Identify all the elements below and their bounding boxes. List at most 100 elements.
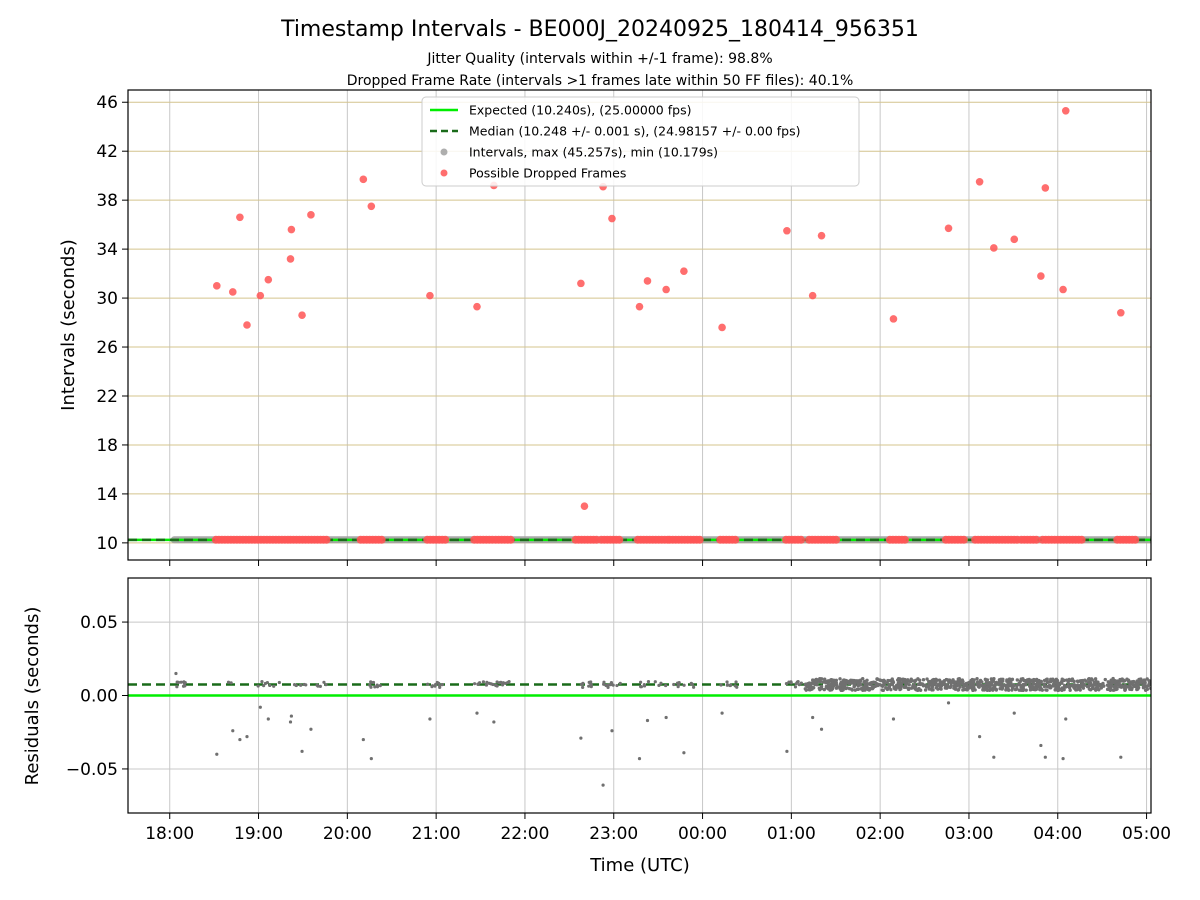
residual-dense-point [899,687,903,691]
dropped-baseline-dot-5 [506,535,515,544]
residual-dense-point [1115,687,1119,691]
residual-dense-point [972,678,976,682]
residual-dense-point [899,683,904,688]
residual-point [426,682,430,686]
residual-outlier-23 [720,711,724,715]
residual-outlier-32 [1039,743,1043,748]
residual-dense-point [1015,686,1019,691]
residual-outlier-17 [601,783,605,787]
residual-outlier-11 [361,737,365,742]
residual-dense-point [830,686,835,690]
residual-dense-point [1045,680,1050,684]
residual-dense-point [1128,682,1132,686]
bottom-xtick-label-4: 22:00 [500,824,549,844]
residual-point [689,682,694,686]
residual-dense-point [816,678,820,682]
residual-dense-point [834,683,839,687]
residual-dense-point [838,677,842,681]
residual-point [256,684,260,688]
dropped-baseline-dot-12 [832,535,841,544]
residual-dense-point [923,688,928,692]
residual-dense-point [1045,677,1049,681]
dropped-frame-point-21 [662,285,670,294]
residual-point [725,680,729,684]
residual-outlier-29 [978,735,982,739]
residual-dense-point [1055,681,1060,686]
dropped-frame-point-6 [286,255,295,263]
dropped-baseline-dot-7 [615,535,624,544]
residual-point [437,681,441,685]
residual-dense-point [960,681,965,686]
residual-dense-point [812,680,816,685]
residual-dense-point [1119,679,1123,683]
residual-dense-point [909,686,914,690]
legend-swatch-2 [440,148,448,156]
residual-dense-point [1049,686,1053,690]
residual-dense-point [817,686,822,690]
residual-dense-point [822,687,827,692]
residual-dense-point [947,680,951,684]
dropped-baseline-dot-14 [959,535,968,544]
residual-outlier-33 [1043,755,1047,759]
residual-dense-point [998,686,1002,691]
residual-dense-point [1054,677,1059,682]
residual-point [609,683,613,687]
residual-outlier-2 [231,729,235,733]
residual-point [272,684,276,688]
residual-dense-point [990,682,994,687]
residual-dense-point [894,687,898,691]
top-ytick-label-1: 14 [96,485,118,505]
residual-dense-point [838,687,842,691]
residual-point [485,680,489,684]
residual-dense-point [1145,687,1150,691]
bottom-y-axis-label: Residuals (seconds) [22,607,43,786]
bottom-xtick-label-3: 21:00 [412,824,461,844]
residual-point [587,684,591,688]
residual-dense-point [1052,684,1056,688]
residual-dense-point [839,682,844,686]
residual-dense-point [877,678,882,682]
residual-outlier-5 [258,705,262,709]
residual-dense-point [1122,685,1126,689]
residual-dense-point [882,682,886,687]
legend-entry-0: Expected (10.240s), (25.00000 fps) [469,103,691,118]
dropped-frame-point-36 [1117,308,1125,317]
dropped-frame-point-3 [243,321,251,329]
residual-point [322,680,326,684]
residual-outlier-26 [819,727,824,731]
residual-dense-point [1001,677,1005,681]
residual-point [653,680,657,684]
residual-dense-point [1108,688,1113,692]
residual-dense-point [927,679,931,684]
residual-outlier-12 [369,757,373,761]
residual-dense-point [924,684,929,689]
residual-dense-point [859,687,863,691]
residual-dense-point [980,683,984,688]
dropped-frame-point-34 [1059,285,1067,294]
residual-dense-point [906,687,911,691]
top-frame [127,89,1152,561]
residual-dense-point [958,685,962,689]
residual-dense-point [1051,677,1055,681]
bottom-xtick-label-6: 00:00 [678,824,727,844]
residual-point [302,682,306,687]
residual-dense-point [881,688,885,693]
residual-point [657,683,661,687]
residual-outlier-4 [245,735,249,739]
residual-dense-point [1103,677,1107,682]
residual-dense-point [1030,678,1034,683]
residual-dense-point [925,677,929,681]
residual-point [229,681,233,685]
residual-outlier-21 [664,715,668,720]
dropped-frame-point-9 [307,211,315,219]
residual-dense-point [1064,684,1068,689]
residual-dense-point [1072,683,1077,687]
x-axis-label: Time (UTC) [589,855,690,876]
residual-point [729,683,733,687]
residual-point [682,683,686,687]
intervals-plot: 10 14 18 22 26 30 34 38 42 46 [96,89,1152,566]
residual-dense-point [868,687,872,691]
residual-dense-point [972,683,976,687]
residual-outlier-15 [492,720,496,724]
residual-dense-point [830,678,835,682]
